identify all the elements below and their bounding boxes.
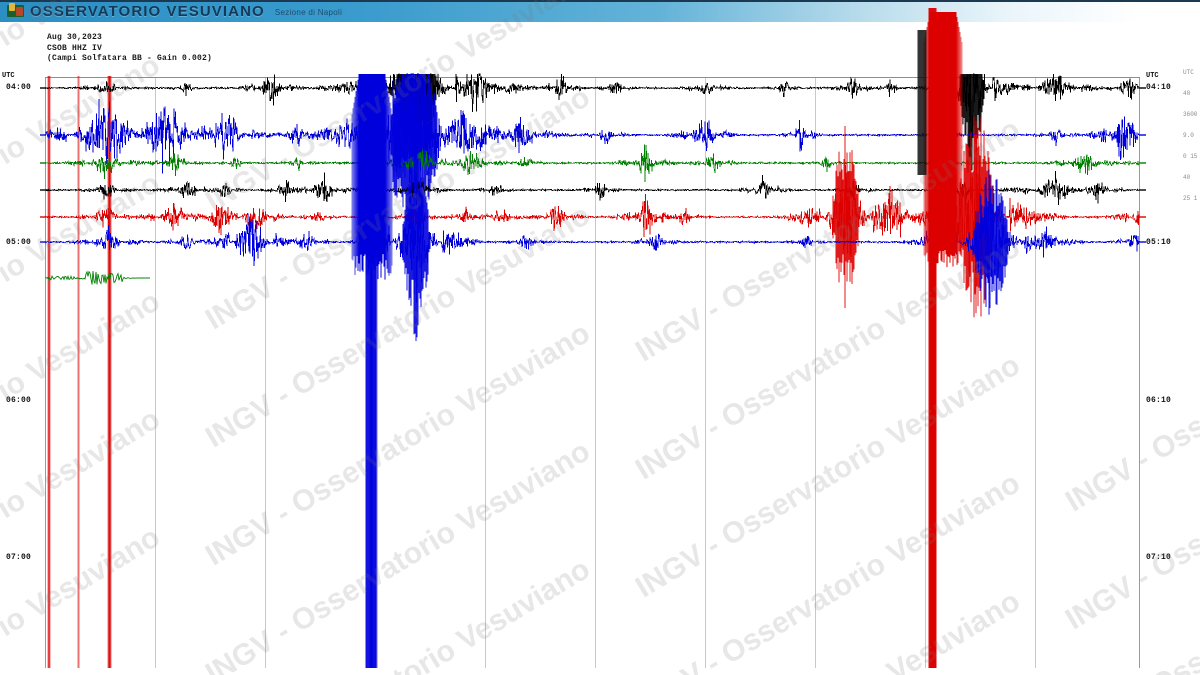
plot-right-border: [1139, 78, 1140, 668]
vertical-gridline: [815, 78, 816, 668]
utc-label-left: UTC: [2, 72, 15, 80]
time-tick-right-2: 06:10: [1146, 396, 1172, 405]
time-tick-left-2: 06:00: [6, 396, 32, 405]
meta-station: CSOB HHZ IV: [47, 43, 103, 53]
time-tick-left-3: 07:00: [6, 553, 32, 562]
vertical-gridline: [595, 78, 596, 668]
meta-description: (Campi Solfatara BB - Gain 0.002): [47, 54, 213, 63]
time-tick-right-3: 07:10: [1146, 553, 1172, 562]
vertical-gridline: [1035, 78, 1036, 668]
plot-left-border: [45, 78, 46, 668]
watermark-text: INGV - Osservatorio Vesuviano: [200, 670, 596, 675]
logo-shape-red: [16, 7, 23, 16]
time-tick-left-0: 04:00: [6, 83, 32, 92]
ingv-ov-logo-icon: [7, 3, 24, 19]
vertical-gridline: [705, 78, 706, 668]
title-bar-top-border: [0, 0, 1200, 2]
vertical-gridline: [155, 78, 156, 668]
vertical-gridline: [265, 78, 266, 668]
recording-metadata: Aug 30,2023 CSOB HHZ IV (Campi Solfatara…: [47, 33, 212, 65]
time-tick-left-1: 05:00: [6, 238, 32, 247]
app-title-bar: OSSERVATORIO VESUVIANO Sezione di Napoli: [0, 0, 1200, 22]
time-tick-right-0: 04:10: [1146, 83, 1172, 92]
right-margin-scale-text: UTC 40 3600 9.0 0 15 40 25 1: [1183, 69, 1198, 202]
utc-label-right: UTC: [1146, 72, 1159, 80]
vertical-gridline: [925, 78, 926, 668]
vertical-gridline: [485, 78, 486, 668]
brand-subtitle: Sezione di Napoli: [274, 8, 343, 17]
vertical-gridline: [375, 78, 376, 668]
meta-date: Aug 30,2023: [47, 33, 103, 42]
helicorder-plot-area: [45, 78, 1140, 668]
time-tick-right-1: 05:10: [1146, 238, 1172, 247]
brand-title: OSSERVATORIO VESUVIANO: [30, 2, 265, 20]
logo-shape-yellow: [9, 3, 15, 11]
